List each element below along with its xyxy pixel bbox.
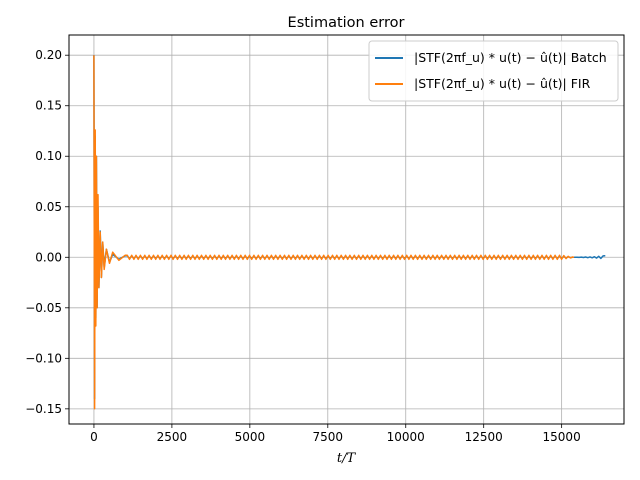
x-tick-label: 15000 [543,430,581,444]
y-tick-label: 0.10 [35,149,62,163]
x-tick-label: 10000 [387,430,425,444]
y-tick-label: 0.15 [35,99,62,113]
x-tick-label: 2500 [157,430,188,444]
x-tick-label: 7500 [313,430,344,444]
x-tick-label: 12500 [465,430,503,444]
series-line-1 [93,55,575,410]
chart-title: Estimation error [288,15,405,31]
y-tick-label: −0.15 [25,402,62,416]
legend: |STF(2πf_u) * u(t) − û(t)| Batch |STF(2π… [368,40,619,102]
x-tick-label: 0 [90,430,98,444]
axis-ticks: 0 2500 5000 7500 10000 12500 15000 −0.15 −0.10 −0… [25,48,581,444]
legend-label-batch: |STF(2πf_u) * u(t) − û(t)| Batch [414,50,607,65]
axes-frame [68,34,625,425]
legend-label-fir: |STF(2πf_u) * u(t) − û(t)| FIR [414,76,591,91]
y-tick-label: −0.05 [25,301,62,315]
y-tick-label: −0.10 [25,351,62,365]
x-tick-label: 5000 [235,430,266,444]
y-tick-label: 0.05 [35,200,62,214]
x-axis-label: t/T [337,451,357,466]
y-tick-label: 0.00 [35,250,62,264]
legend-box [368,40,619,102]
plot-area [93,55,606,410]
y-tick-label: 0.20 [35,48,62,62]
